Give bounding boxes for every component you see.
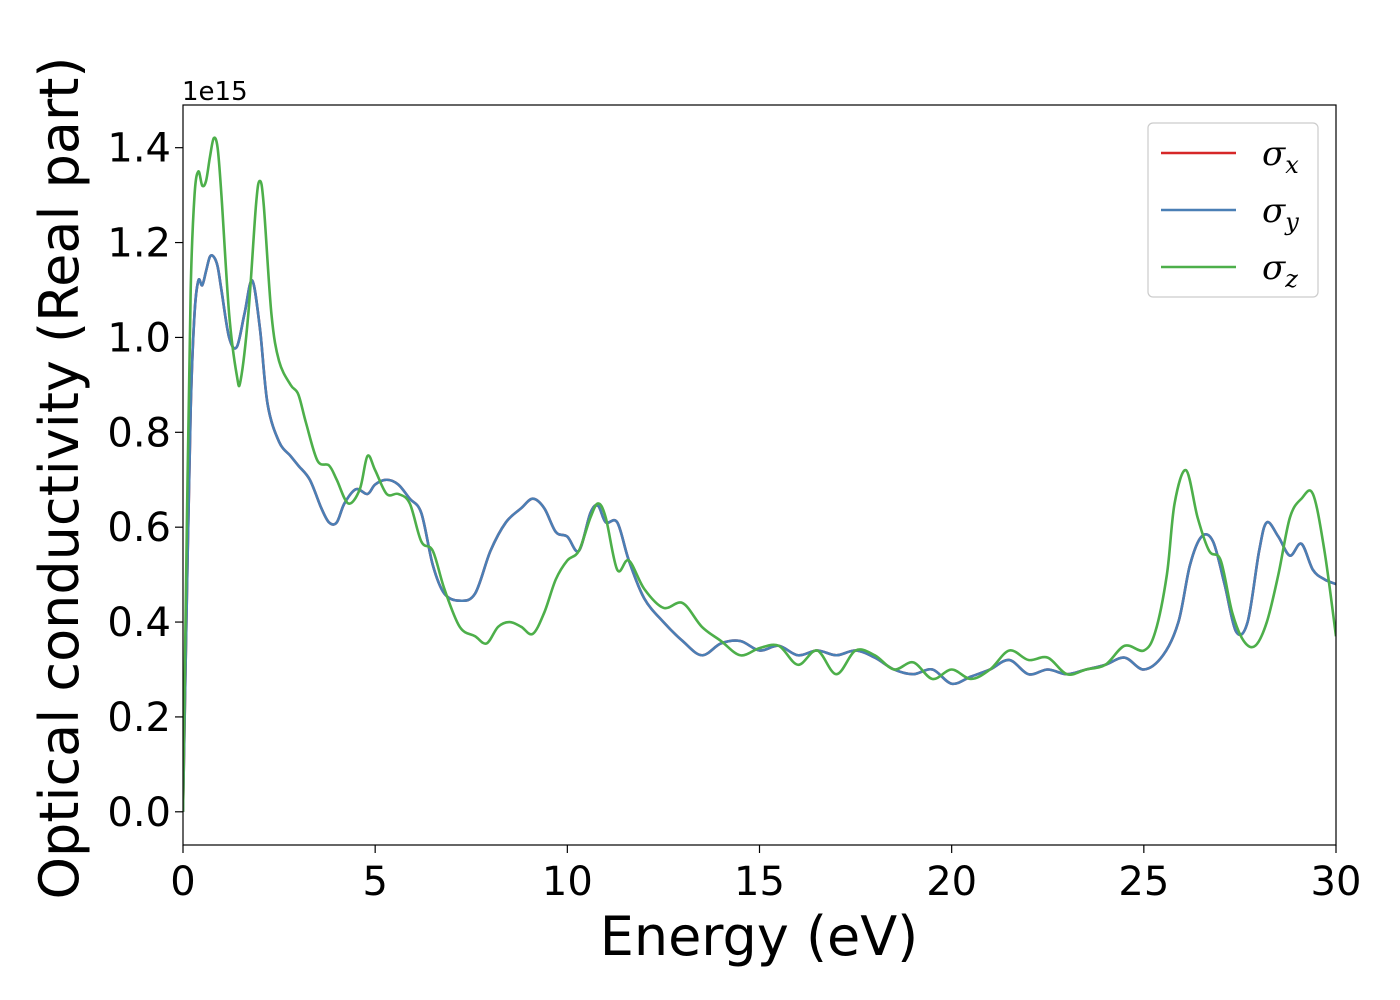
legend: σx σy σz: [1147, 122, 1319, 298]
legend-label-x: σx: [1262, 134, 1299, 179]
series-line-z: [183, 136, 1336, 812]
y-tick-label: 0.4: [107, 600, 171, 646]
y-tick-label: 1.4: [107, 126, 171, 172]
y-tick-label: 1.2: [107, 221, 171, 267]
y-tick-label: 1.0: [107, 315, 171, 361]
y-tick-label: 0.0: [107, 790, 171, 836]
y-tick-label: 0.2: [107, 695, 171, 741]
y-tick-label: 0.8: [107, 410, 171, 456]
x-tick-label: 25: [1118, 859, 1169, 905]
y-offset-label: 1e15: [182, 77, 248, 107]
y-axis-label: Optical conductivity (Real part): [28, 57, 91, 900]
x-tick-label: 0: [170, 859, 195, 905]
x-axis-label: Energy (eV): [600, 905, 919, 968]
y-axis: 0.0 0.2 0.4 0.6 0.8 1.0 1.2 1.4: [107, 126, 183, 836]
legend-label-z: σz: [1262, 248, 1298, 293]
x-tick-label: 30: [1311, 859, 1362, 905]
x-tick-label: 10: [542, 859, 593, 905]
x-tick-label: 5: [362, 859, 387, 905]
x-tick-label: 15: [734, 859, 785, 905]
x-axis: 0 5 10 15 20 25 30: [170, 845, 1361, 905]
x-tick-label: 20: [926, 859, 977, 905]
plot-lines: [183, 136, 1336, 812]
y-tick-label: 0.6: [107, 505, 171, 551]
legend-label-y: σy: [1262, 191, 1299, 236]
